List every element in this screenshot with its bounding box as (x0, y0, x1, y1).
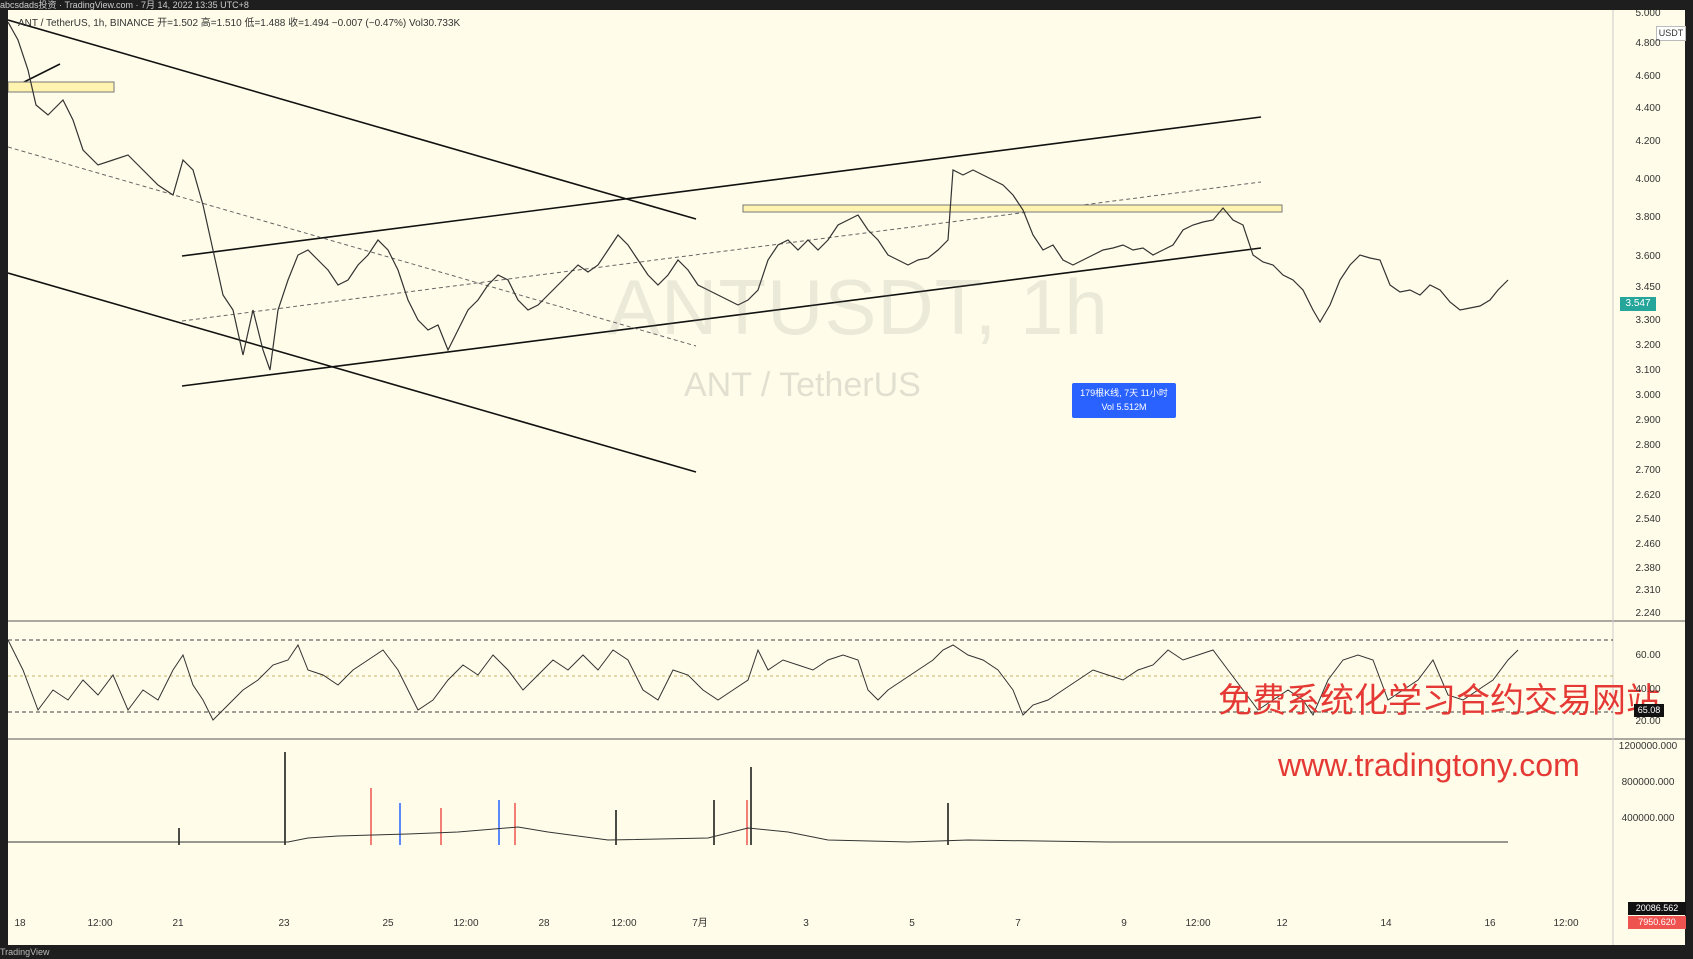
chart-legend: ANT / TetherUS, 1h, BINANCE 开=1.502 高=1.… (18, 14, 460, 29)
rsi-levels (8, 639, 1613, 713)
ascending-channel-top (181, 116, 1262, 257)
watermark-ticker: ANTUSDT, 1h (608, 263, 1109, 351)
legend-close: 收=1.494 (288, 18, 329, 29)
legend-volume: Vol30.733K (409, 18, 461, 29)
watermark-name: ANT / TetherUS (684, 366, 921, 404)
volume-bars (178, 752, 949, 845)
range-tooltip-line1: 179根K线, 7天 11小时 (1080, 388, 1168, 398)
bottom-bar: TradingView (0, 945, 1693, 959)
resistance-zone-right (742, 204, 1283, 213)
last-price-tag: 3.547 (1620, 297, 1656, 311)
legend-high: 高=1.510 (200, 18, 242, 29)
ascending-channel-bottom (181, 247, 1262, 387)
legend-low: 低=1.488 (244, 18, 286, 29)
price-series (8, 21, 1509, 371)
range-tooltip-line2: Vol 5.512M (1101, 402, 1147, 412)
legend-symbol: ANT / TetherUS, 1h, BINANCE (18, 18, 155, 29)
descending-channel-bottom (8, 272, 697, 473)
rsi-series (8, 639, 1519, 721)
resistance-zone-left (8, 81, 115, 93)
chart-area[interactable]: ANT / TetherUS, 1h, BINANCE 开=1.502 高=1.… (8, 10, 1686, 945)
volume-ma-tag: 7950.620 (1628, 916, 1686, 929)
trend-lines (8, 19, 1262, 473)
range-tooltip: 179根K线, 7天 11小时 Vol 5.512M (1072, 383, 1176, 418)
chart-svg (8, 10, 1685, 945)
volume-ma-line (8, 826, 1508, 843)
descending-channel-top (8, 19, 697, 220)
legend-open: 开=1.502 (157, 18, 199, 29)
promo-title: 免费系统化学习合约交易网站 (1218, 681, 1660, 721)
rsi-last-tag: 65.08 (1634, 704, 1664, 717)
promo-url[interactable]: www.tradingtony.com (1278, 747, 1580, 783)
top-bar: abcsdads投资 · TradingView.com · 7月 14, 20… (0, 0, 1693, 10)
legend-change: −0.007 (−0.47%) (331, 18, 407, 29)
descending-midline (8, 146, 697, 347)
currency-badge[interactable]: USDT (1656, 26, 1686, 41)
volume-tag: 20086.562 (1628, 902, 1686, 915)
